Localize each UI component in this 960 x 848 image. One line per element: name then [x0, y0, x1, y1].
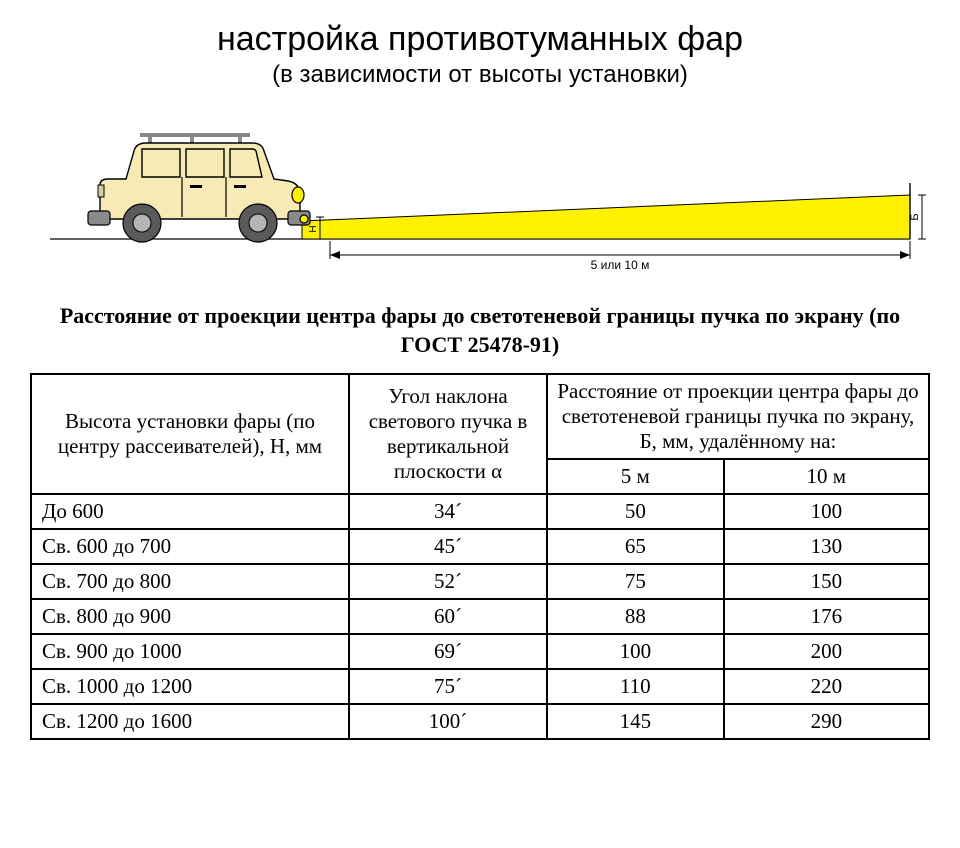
label-distance: 5 или 10 м	[591, 258, 650, 272]
cell-range: Св. 1200 до 1600	[31, 704, 349, 739]
table-row: Св. 900 до 1000 69´ 100 200	[31, 634, 929, 669]
page-title: настройка противотуманных фар	[30, 20, 930, 59]
cell-d10: 176	[724, 599, 929, 634]
diagram-svg: Б Н 5 или 10 м	[30, 99, 930, 279]
cell-angle: 100´	[349, 704, 547, 739]
table-row: Св. 800 до 900 60´ 88 176	[31, 599, 929, 634]
cell-d5: 88	[547, 599, 724, 634]
page-subtitle: (в зависимости от высоты установки)	[30, 61, 930, 89]
col-dist-group-header: Расстояние от проекции центра фары до св…	[547, 374, 929, 459]
cell-d5: 75	[547, 564, 724, 599]
cell-d5: 50	[547, 494, 724, 529]
wheel-rear	[123, 204, 161, 242]
headlamp-icon	[292, 187, 304, 203]
col-10m-header: 10 м	[724, 459, 929, 494]
col-5m-header: 5 м	[547, 459, 724, 494]
table-row: До 600 34´ 50 100	[31, 494, 929, 529]
gost-table: Высота установки фары (по центру рассеив…	[30, 373, 930, 740]
cell-angle: 75´	[349, 669, 547, 704]
cell-range: Св. 600 до 700	[31, 529, 349, 564]
dim-b: Б	[909, 195, 926, 239]
table-row: Св. 700 до 800 52´ 75 150	[31, 564, 929, 599]
cell-angle: 60´	[349, 599, 547, 634]
wheel-front	[239, 204, 277, 242]
cell-d10: 150	[724, 564, 929, 599]
table-row: Св. 600 до 700 45´ 65 130	[31, 529, 929, 564]
cell-angle: 69´	[349, 634, 547, 669]
cell-range: Св. 1000 до 1200	[31, 669, 349, 704]
cell-d5: 110	[547, 669, 724, 704]
fog-lamp-diagram: Б Н 5 или 10 м	[30, 99, 930, 284]
table-header-row-1: Высота установки фары (по центру рассеив…	[31, 374, 929, 459]
label-b: Б	[909, 213, 921, 220]
cell-range: Св. 800 до 900	[31, 599, 349, 634]
col-angle-header: Угол наклона светового пучка в вертикаль…	[349, 374, 547, 494]
light-beam	[302, 195, 910, 239]
cell-d5: 145	[547, 704, 724, 739]
table-title: Расстояние от проекции центра фары до св…	[30, 302, 930, 359]
foglamp-icon	[300, 215, 308, 223]
cell-d10: 220	[724, 669, 929, 704]
cell-d10: 130	[724, 529, 929, 564]
col-height-header: Высота установки фары (по центру рассеив…	[31, 374, 349, 494]
cell-d5: 100	[547, 634, 724, 669]
table-row: Св. 1000 до 1200 75´ 110 220	[31, 669, 929, 704]
cell-range: Св. 900 до 1000	[31, 634, 349, 669]
cell-range: Св. 700 до 800	[31, 564, 349, 599]
cell-range: До 600	[31, 494, 349, 529]
cell-angle: 52´	[349, 564, 547, 599]
dim-distance: 5 или 10 м	[330, 241, 910, 272]
cell-angle: 34´	[349, 494, 547, 529]
car-icon	[88, 133, 310, 242]
table-row: Св. 1200 до 1600 100´ 145 290	[31, 704, 929, 739]
table-body: До 600 34´ 50 100 Св. 600 до 700 45´ 65 …	[31, 494, 929, 739]
cell-d5: 65	[547, 529, 724, 564]
cell-d10: 100	[724, 494, 929, 529]
cell-angle: 45´	[349, 529, 547, 564]
label-h: Н	[308, 225, 319, 232]
cell-d10: 200	[724, 634, 929, 669]
cell-d10: 290	[724, 704, 929, 739]
